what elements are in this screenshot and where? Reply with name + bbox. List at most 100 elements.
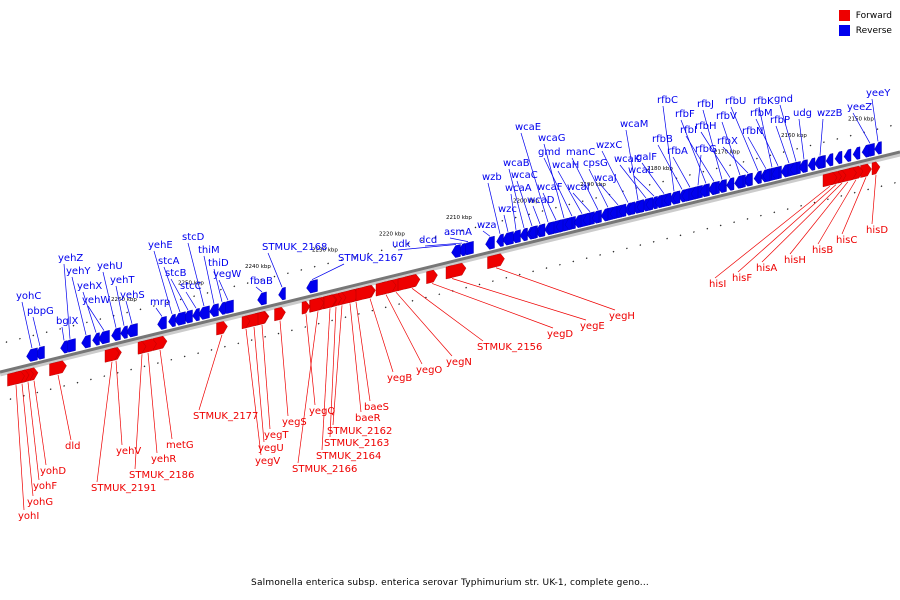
- scale-tick: [796, 147, 799, 150]
- reverse-gene-label: wzc: [498, 204, 517, 215]
- reverse-gene-arrow: [663, 192, 672, 206]
- forward-gene-label: yohD: [40, 466, 66, 477]
- reverse-gene-leader: [542, 192, 557, 221]
- forward-gene-label: yehV: [116, 446, 141, 457]
- legend-item-forward: Forward: [838, 8, 892, 23]
- scale-tick: [648, 183, 651, 186]
- reverse-gene-leader: [508, 168, 525, 228]
- forward-gene-label: yegQ: [309, 406, 335, 417]
- scale-tick: [759, 214, 762, 217]
- reverse-gene-arrow: [278, 286, 286, 301]
- forward-gene-leader: [385, 294, 423, 365]
- forward-gene-arrow: [216, 321, 228, 336]
- reverse-gene-leader: [657, 144, 683, 190]
- reverse-gene-label: yehX: [77, 281, 102, 292]
- forward-gene-arrow: [309, 297, 325, 313]
- scale-label: 2220 kbp: [379, 231, 405, 237]
- scale-ruler: 2150 kbp 2160 kbp 2170 kbp 2180 kbp 2190 kbp…: [5, 117, 896, 400]
- scale-tick: [474, 226, 477, 229]
- scale-tick: [206, 291, 209, 294]
- scale-tick: [286, 272, 289, 275]
- scale-tick: [786, 208, 789, 210]
- forward-gene-label: yohG: [27, 497, 53, 508]
- reverse-gene-label: yehE: [148, 240, 173, 251]
- reverse-gene-leader: [255, 286, 263, 293]
- scale-tick: [541, 210, 544, 212]
- forward-gene-leader: [261, 324, 271, 430]
- forward-gene-leader: [253, 326, 265, 443]
- reverse-gene-label: rfbG: [695, 144, 717, 155]
- forward-gene-leader: [33, 380, 47, 466]
- forward-gene-leader: [198, 334, 223, 411]
- scale-tick: [371, 309, 374, 312]
- reverse-gene-label: rfbN: [742, 126, 763, 137]
- forward-gene-label: STMUK_2186: [129, 470, 194, 481]
- forward-gene-label: hisA: [756, 263, 777, 274]
- reverse-gene-arrow: [789, 161, 798, 176]
- reverse-gene-leader: [747, 136, 767, 169]
- reverse-gene-label: rfbH: [695, 121, 717, 132]
- reverse-gene-label: wcaG: [538, 133, 566, 144]
- forward-gene-label: yohF: [33, 481, 57, 492]
- scale-tick: [72, 324, 75, 327]
- reverse-gene-leader: [599, 183, 619, 206]
- forward-gene-leader: [27, 382, 40, 481]
- reverse-gene-label: yohC: [16, 291, 41, 302]
- scale-tick: [800, 204, 803, 207]
- forward-gene-leader: [115, 360, 123, 446]
- scale-label: 2150 kbp: [848, 117, 874, 123]
- genome-backbone: [0, 150, 900, 377]
- reverse-gene-arrow: [26, 347, 38, 362]
- scale-tick: [742, 160, 745, 163]
- reverse-gene-leader: [115, 285, 125, 326]
- scale-tick: [447, 233, 450, 235]
- reverse-gene-leader: [633, 175, 655, 197]
- reverse-gene-leader: [213, 268, 223, 302]
- reverse-gene-label: yehY: [66, 266, 91, 277]
- reverse-gene-arrow: [306, 279, 318, 294]
- reverse-gene-arrow: [807, 157, 816, 171]
- scale-tick: [719, 224, 722, 227]
- scale-label: 2260 kbp: [111, 297, 137, 303]
- reverse-gene-leader: [482, 230, 491, 237]
- reverse-gene-leader: [798, 118, 805, 160]
- reverse-gene-leader: [87, 305, 105, 331]
- scale-tick: [639, 244, 642, 247]
- reverse-gene-leader: [449, 237, 469, 242]
- reverse-gene-arrow: [843, 148, 852, 162]
- reverse-gene-label: bglX: [56, 316, 78, 327]
- reverse-gene-label: rfbF: [675, 109, 695, 120]
- reverse-gene-label: rfbC: [657, 95, 678, 106]
- scale-tick: [32, 334, 35, 337]
- forward-gene-leader: [841, 177, 867, 235]
- scale-tick: [505, 276, 508, 279]
- reverse-gene-leader: [125, 300, 133, 324]
- scale-tick: [568, 203, 571, 206]
- reverse-gene-label: rfbJ: [697, 99, 714, 110]
- scale-tick: [889, 124, 892, 127]
- reverse-gene-arrow: [81, 334, 91, 349]
- scale-tick: [585, 257, 588, 260]
- reverse-gene-label: stcA: [158, 256, 180, 267]
- scale-tick: [438, 293, 441, 296]
- forward-gene-arrow: [137, 341, 147, 355]
- reverse-gene-label: yegW: [213, 269, 241, 280]
- reverse-gene-leader: [187, 242, 205, 307]
- scale-tick: [130, 368, 133, 371]
- scale-tick: [89, 378, 92, 381]
- scale-tick: [769, 154, 772, 157]
- scale-tick: [715, 167, 718, 170]
- reverse-gene-arrow: [861, 144, 870, 158]
- scale-tick: [166, 301, 169, 304]
- scale-tick: [849, 134, 852, 137]
- scale-tick: [45, 331, 48, 334]
- reverse-gene-arrow: [798, 159, 807, 173]
- forward-gene-label: yegU: [258, 443, 284, 454]
- reverse-gene-arrow: [690, 186, 699, 200]
- reverse-gene-arrow: [126, 323, 138, 338]
- scale-tick: [599, 254, 602, 256]
- reverse-gene-leader: [153, 250, 173, 315]
- forward-gene-label: metG: [166, 440, 194, 451]
- reverse-gene-arrow: [502, 231, 514, 246]
